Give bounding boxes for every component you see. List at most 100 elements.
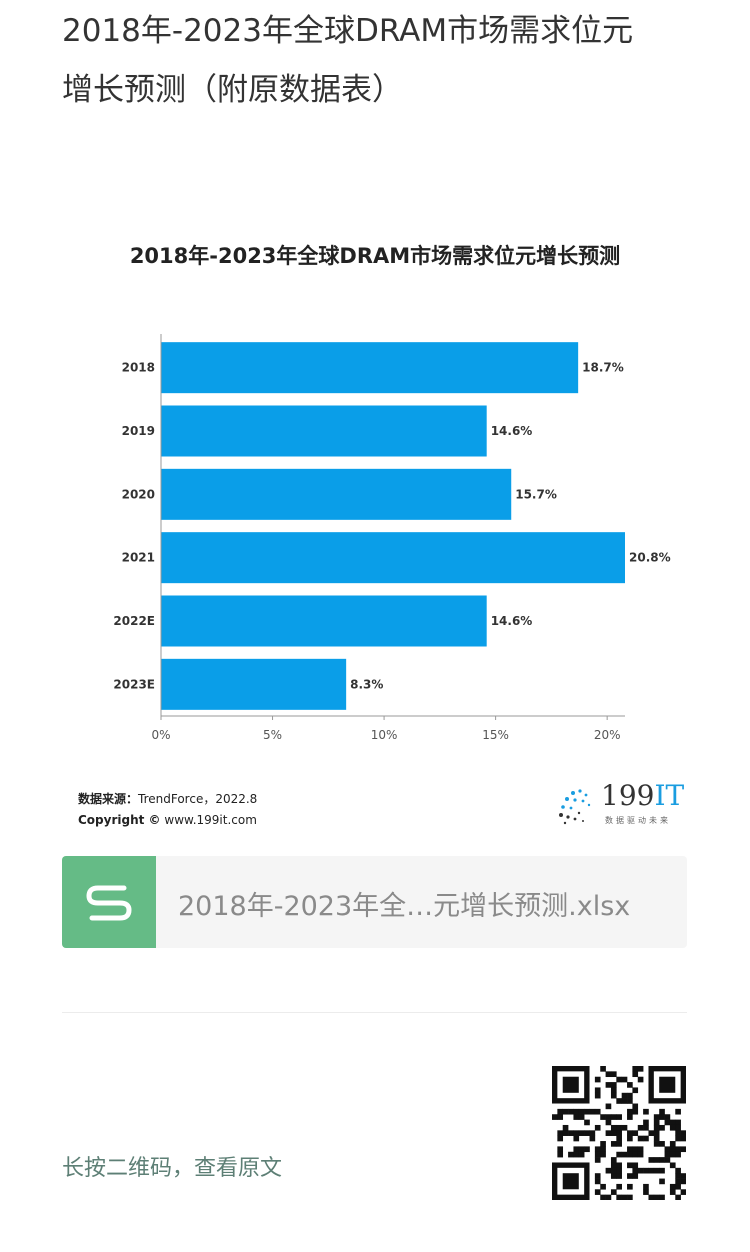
qr-module	[643, 1135, 649, 1142]
brand-slogan: 数据驱动未来	[605, 816, 671, 825]
qr-module	[680, 1178, 686, 1185]
qr-module	[680, 1189, 686, 1195]
copyright-text: www.199it.com	[164, 813, 257, 827]
qr-module	[627, 1173, 633, 1179]
qr-module	[627, 1135, 633, 1142]
qr-module	[637, 1124, 644, 1131]
qr-module	[573, 1151, 580, 1158]
qr-module	[680, 1173, 686, 1179]
qr-module	[610, 1071, 617, 1078]
qr-module	[643, 1183, 649, 1190]
qr-module	[605, 1082, 612, 1088]
qr-module	[610, 1162, 617, 1169]
qr-module	[659, 1194, 665, 1200]
qr-module	[664, 1119, 671, 1126]
qr-module	[568, 1130, 574, 1136]
qr-module	[616, 1167, 622, 1174]
qr-module	[605, 1119, 612, 1126]
qr-module	[610, 1114, 617, 1120]
qr-module	[627, 1130, 633, 1136]
qr-module	[605, 1130, 612, 1136]
qr-module	[637, 1151, 644, 1158]
qr-module	[600, 1114, 606, 1120]
bar	[161, 468, 512, 520]
qr-module	[557, 1114, 564, 1120]
qr-module	[594, 1151, 601, 1158]
qr-module	[605, 1103, 612, 1110]
qr-hint-text: 长按二维码，查看原文	[62, 1156, 283, 1181]
bar	[161, 405, 487, 457]
qr-code[interactable]	[552, 1066, 686, 1200]
source-label: 数据来源：	[78, 792, 139, 806]
qr-module	[632, 1087, 639, 1094]
qr-module	[632, 1066, 639, 1072]
qr-module	[610, 1124, 617, 1131]
qr-module	[573, 1114, 580, 1120]
data-label: 20.8%	[629, 551, 671, 565]
qr-module	[573, 1130, 580, 1136]
qr-module	[600, 1066, 606, 1072]
qr-module	[594, 1124, 601, 1131]
qr-module	[669, 1183, 676, 1190]
qr-module	[653, 1157, 660, 1163]
qr-module	[616, 1098, 622, 1104]
qr-module	[627, 1108, 633, 1115]
qr-module	[600, 1194, 606, 1200]
qr-module	[637, 1167, 644, 1174]
qr-module	[552, 1114, 558, 1120]
qr-module	[557, 1130, 564, 1136]
qr-module	[653, 1141, 660, 1147]
qr-module	[653, 1124, 660, 1131]
qr-module	[669, 1146, 676, 1153]
qr-module	[562, 1108, 569, 1115]
attachment-card[interactable]: 2018年-2023年全…元增长预测.xlsx	[62, 856, 687, 948]
qr-module	[637, 1066, 644, 1072]
brand-logo: 199IT 数据驱动未来	[553, 779, 684, 829]
qr-module	[643, 1124, 649, 1131]
article-title-line1: 2018年-2023年全球DRAM市场需求位元	[62, 13, 634, 49]
qr-module	[605, 1071, 612, 1078]
qr-module	[557, 1108, 564, 1115]
category-label: 2020	[122, 487, 155, 501]
qr-module	[675, 1183, 681, 1190]
qr-module	[627, 1183, 633, 1190]
qr-module	[664, 1151, 671, 1158]
qr-module	[610, 1082, 617, 1088]
bar	[161, 532, 625, 584]
qr-module	[573, 1146, 580, 1153]
qr-module	[605, 1114, 612, 1120]
bar	[161, 595, 487, 647]
qr-module	[600, 1151, 606, 1158]
brand-number: 199IT	[601, 779, 685, 812]
qr-module	[637, 1146, 644, 1153]
x-tick-label: 5%	[263, 728, 282, 742]
qr-module	[627, 1146, 633, 1153]
chart-title: 2018年-2023年全球DRAM市场需求位元增长预测	[129, 244, 621, 268]
qr-module	[648, 1167, 655, 1174]
qr-module	[669, 1162, 676, 1169]
qr-module	[600, 1141, 606, 1147]
qr-module	[621, 1092, 628, 1099]
data-label: 14.6%	[491, 614, 533, 628]
qr-finder	[562, 1173, 579, 1190]
bar	[161, 342, 579, 394]
category-label: 2021	[122, 551, 155, 565]
qr-module	[627, 1114, 633, 1120]
qr-module	[664, 1146, 671, 1153]
qr-module	[610, 1167, 617, 1174]
qr-module	[627, 1098, 633, 1104]
qr-module	[648, 1157, 655, 1163]
qr-module	[621, 1098, 628, 1104]
x-tick-label: 20%	[594, 728, 621, 742]
category-label: 2023E	[113, 677, 155, 691]
qr-finder	[562, 1076, 579, 1093]
qr-module	[669, 1141, 676, 1147]
qr-module	[584, 1108, 590, 1115]
qr-module	[632, 1173, 639, 1179]
qr-module	[643, 1108, 649, 1115]
qr-module	[669, 1189, 676, 1195]
qr-module	[616, 1151, 622, 1158]
qr-module	[653, 1167, 660, 1174]
qr-module	[557, 1146, 564, 1153]
qr-module	[616, 1124, 622, 1131]
